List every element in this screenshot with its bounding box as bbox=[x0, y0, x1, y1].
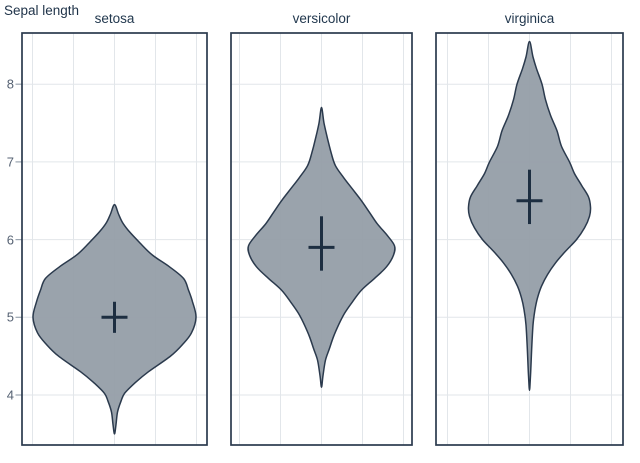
panel-border bbox=[21, 32, 208, 446]
y-tick-label: 8 bbox=[6, 76, 14, 92]
facet-title-versicolor: versicolor bbox=[292, 11, 351, 26]
y-tick-label: 4 bbox=[6, 387, 14, 403]
facet-title-virginica: virginica bbox=[504, 11, 555, 26]
panel-border bbox=[435, 32, 624, 446]
panel-border bbox=[230, 32, 413, 446]
y-tick-label: 7 bbox=[6, 154, 14, 170]
y-tick-label: 5 bbox=[6, 309, 14, 325]
chart-title: Sepal length bbox=[4, 3, 80, 18]
facet-title-setosa: setosa bbox=[94, 11, 135, 26]
y-tick-label: 6 bbox=[6, 232, 14, 248]
